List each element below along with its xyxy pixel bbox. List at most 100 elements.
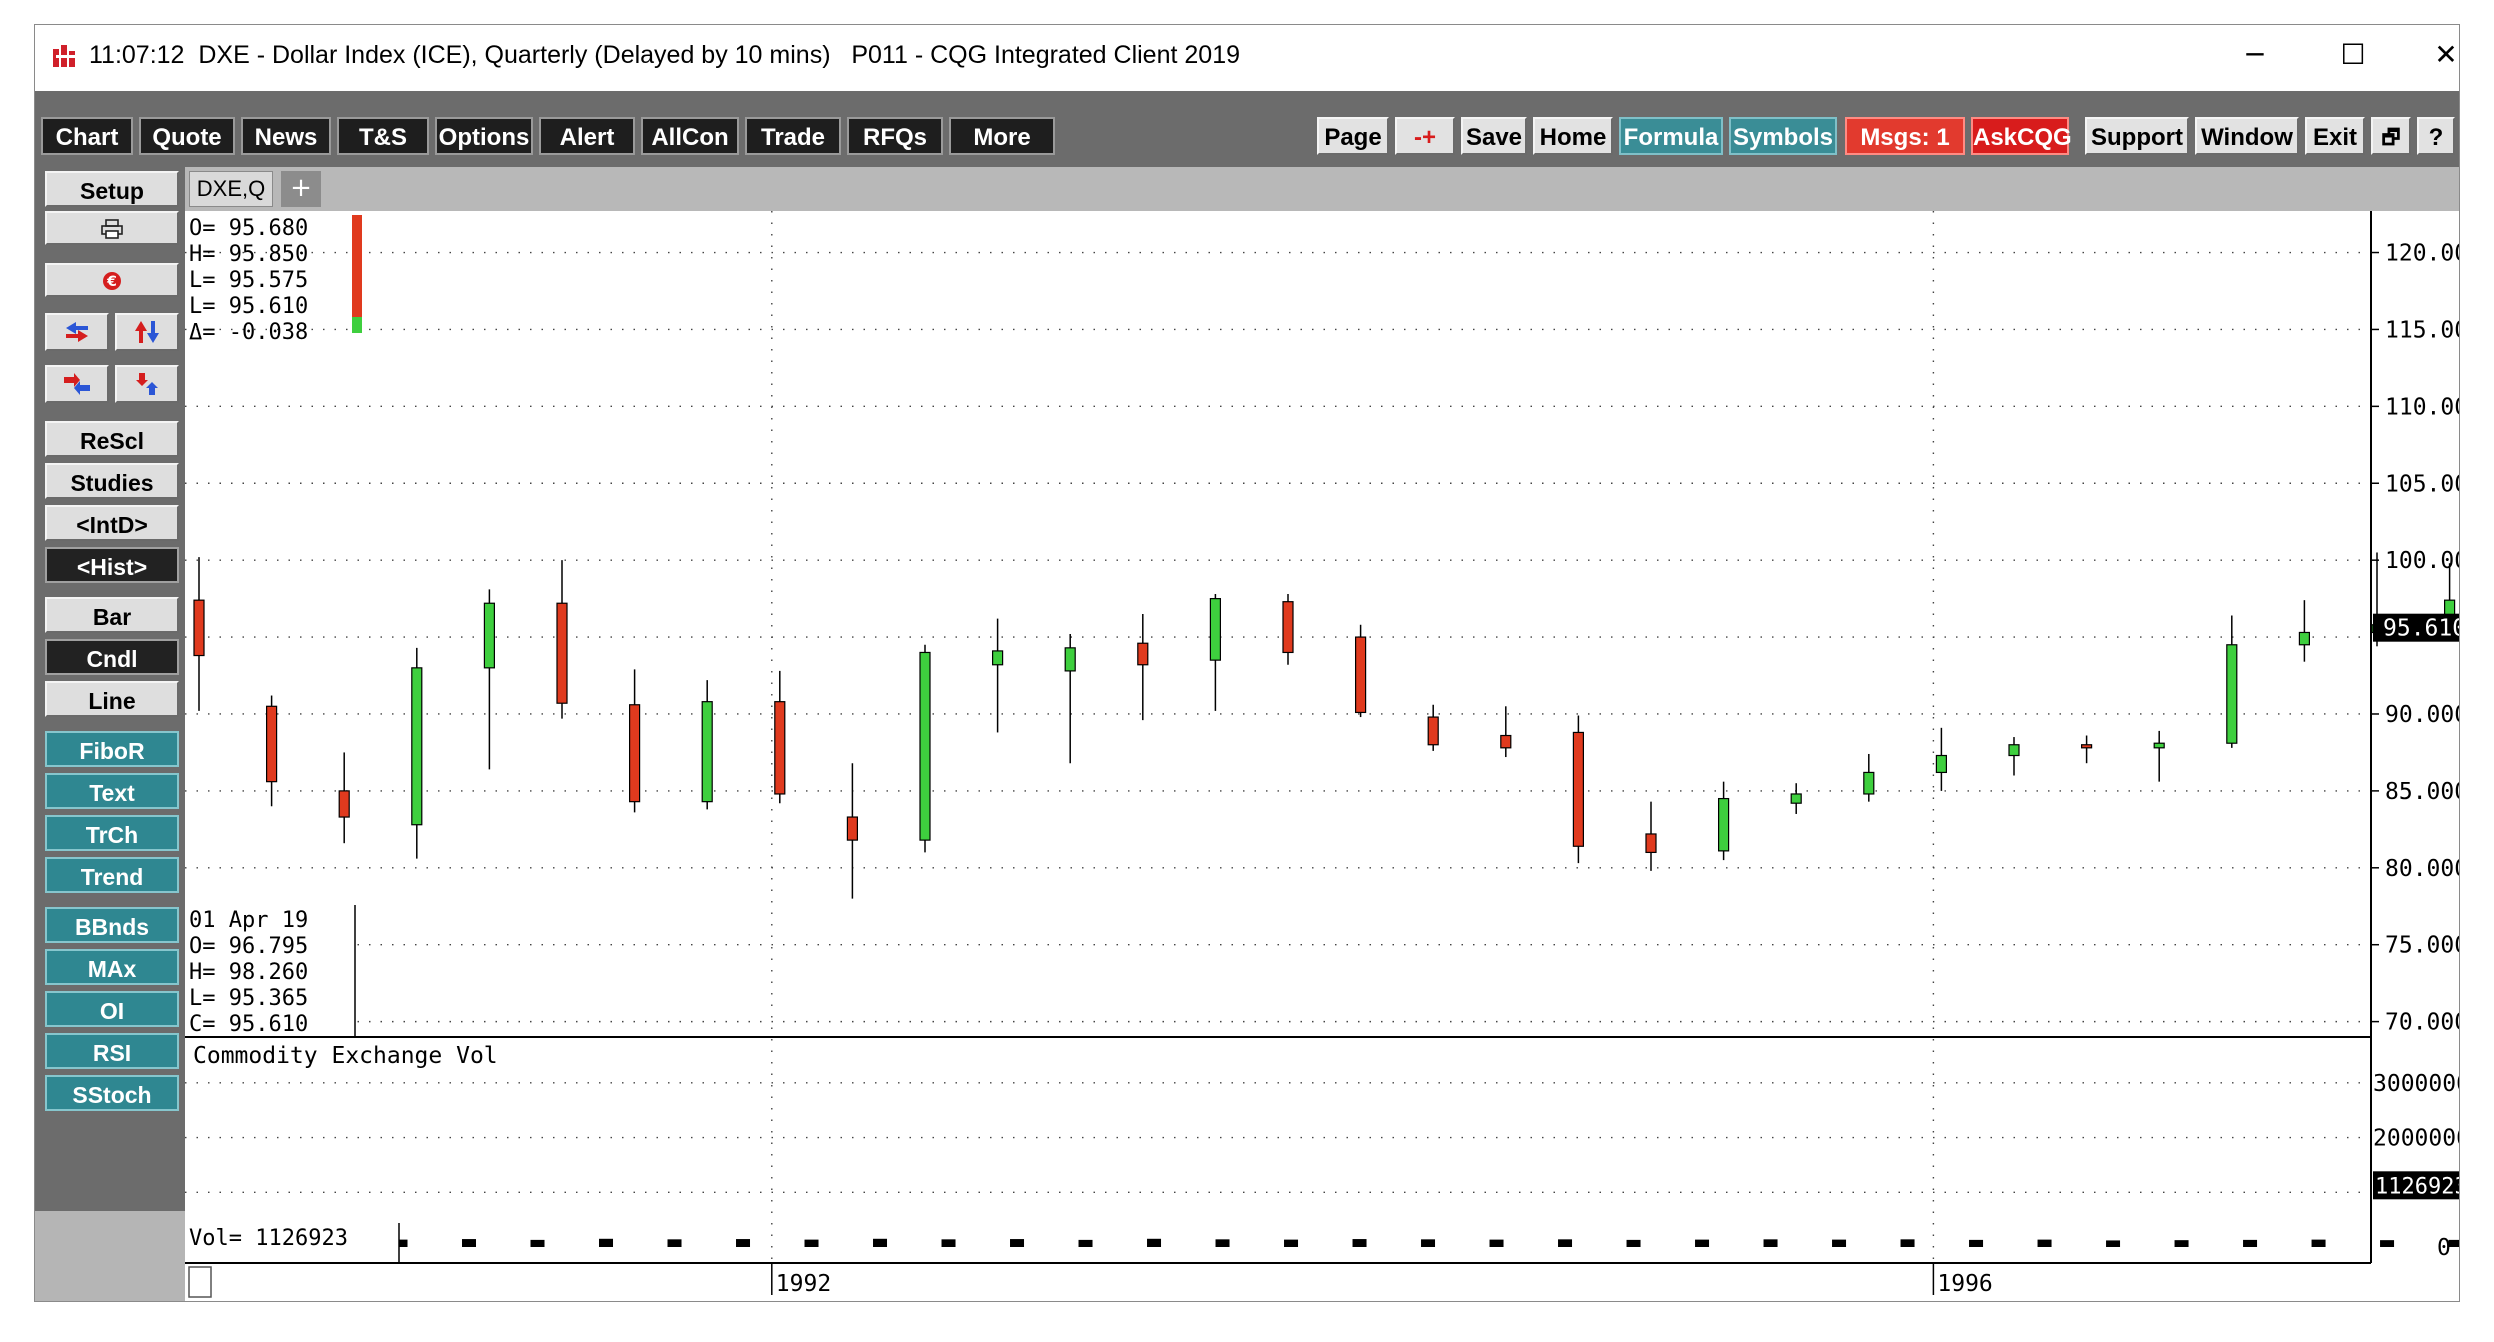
- rfqs-button[interactable]: RFQs: [847, 117, 943, 155]
- candle-body: [483, 602, 495, 669]
- text-tool-button[interactable]: Text: [45, 773, 179, 809]
- compress-vertical-arrows-icon: [136, 373, 158, 395]
- candle-body: [1137, 642, 1149, 666]
- historical-button[interactable]: <Hist>: [45, 547, 179, 583]
- bar-chart-button[interactable]: Bar: [45, 597, 179, 633]
- window-title: 11:07:12 DXE - Dollar Index (ICE), Quart…: [89, 41, 1241, 69]
- candlestick-series: [193, 552, 2456, 899]
- candle-body: [2298, 631, 2310, 646]
- askcqg-button[interactable]: AskCQG: [1971, 117, 2072, 155]
- scroll-horizontal-button[interactable]: [45, 313, 109, 351]
- volume-bar: [2243, 1239, 2258, 1247]
- trade-button[interactable]: Trade: [745, 117, 841, 155]
- candle-body: [629, 704, 641, 803]
- moving-average-button[interactable]: MAx: [45, 949, 179, 985]
- cursor-close: C= 95.610: [189, 1012, 308, 1037]
- volume-bar: [1352, 1239, 1367, 1247]
- trend-channel-button[interactable]: TrCh: [45, 815, 179, 851]
- volume-bar: [2448, 1239, 2459, 1247]
- print-button[interactable]: [45, 211, 179, 245]
- cursor-bar-info: 01 Apr 19 O= 96.795 H= 98.260 L= 95.365 …: [185, 905, 356, 1037]
- compress-vertical-button[interactable]: [115, 365, 179, 403]
- fibonacci-retracement-button[interactable]: FiboR: [45, 731, 179, 767]
- alert-button[interactable]: Alert: [539, 117, 635, 155]
- candlestick-button[interactable]: Cndl: [45, 639, 179, 675]
- volume-tick-label: 0: [2437, 1235, 2451, 1261]
- quote-button[interactable]: Quote: [139, 117, 235, 155]
- volume-bar: [1215, 1239, 1230, 1247]
- save-button[interactable]: Save: [1461, 117, 1527, 155]
- restore-window-button[interactable]: 🗗: [2371, 117, 2411, 155]
- rsi-button[interactable]: RSI: [45, 1033, 179, 1069]
- volume-bar: [1832, 1239, 1847, 1247]
- symbols-button[interactable]: Symbols: [1729, 117, 1837, 155]
- app-window: 11:07:12 DXE - Dollar Index (ICE), Quart…: [34, 24, 2460, 1302]
- last-price-tag: [2373, 613, 2459, 642]
- studies-button[interactable]: Studies: [45, 463, 179, 499]
- time-scroll-box[interactable]: [188, 1266, 212, 1298]
- last-change: Δ= -0.038: [189, 320, 308, 345]
- setup-button[interactable]: Setup: [45, 171, 179, 207]
- page-button[interactable]: Page: [1317, 117, 1389, 155]
- slow-stochastic-button[interactable]: SStoch: [45, 1075, 179, 1111]
- allcon-button[interactable]: AllCon: [641, 117, 739, 155]
- volume-value: Vol= 1126923: [189, 1226, 348, 1251]
- ts-button[interactable]: T&S: [337, 117, 429, 155]
- line-chart-button[interactable]: Line: [45, 681, 179, 717]
- help-button[interactable]: ?: [2417, 117, 2455, 155]
- plus-minus-button[interactable]: -+: [1395, 117, 1455, 155]
- trend-line-button[interactable]: Trend: [45, 857, 179, 893]
- minimize-button[interactable]: ─: [2246, 38, 2264, 71]
- last-close: L= 95.610: [189, 294, 308, 319]
- volume-bar: [804, 1239, 819, 1247]
- main-toolbar: Chart Quote News T&S Options Alert AllCo…: [35, 91, 2459, 167]
- cursor-info-bg: [185, 905, 355, 1035]
- volume-bar: [1147, 1238, 1162, 1247]
- candle-body: [2008, 744, 2020, 757]
- candle-body: [556, 602, 568, 704]
- close-button[interactable]: ✕: [2434, 38, 2458, 71]
- support-button[interactable]: Support: [2085, 117, 2189, 155]
- more-button[interactable]: More: [949, 117, 1055, 155]
- price-chart[interactable]: 120.000 115.000 110.000 105.000 100.000 90.00…: [185, 211, 2459, 1301]
- volume-bar: [1626, 1239, 1641, 1247]
- price-tick-label: 90.000: [2385, 702, 2459, 728]
- candle-body: [265, 705, 278, 783]
- compress-horizontal-button[interactable]: [45, 365, 109, 403]
- news-button[interactable]: News: [241, 117, 331, 155]
- home-button[interactable]: Home: [1533, 117, 1613, 155]
- intraday-button[interactable]: <IntD>: [45, 505, 179, 541]
- msgs-button[interactable]: Msgs: 1: [1845, 117, 1965, 155]
- open-interest-button[interactable]: OI: [45, 991, 179, 1027]
- maximize-button[interactable]: ☐: [2340, 38, 2366, 71]
- currency-button[interactable]: €: [45, 263, 179, 297]
- candle-body: [919, 651, 931, 841]
- options-button[interactable]: Options: [435, 117, 533, 155]
- chart-button[interactable]: Chart: [41, 117, 133, 155]
- last-bar-swatch-green: [352, 317, 362, 333]
- bollinger-bands-button[interactable]: BBnds: [45, 907, 179, 943]
- price-axis: 120.000 115.000 110.000 105.000 100.000 90.00…: [2371, 241, 2459, 1036]
- scroll-vertical-button[interactable]: [115, 313, 179, 351]
- window-button[interactable]: Window: [2195, 117, 2299, 155]
- candle-body: [2080, 744, 2093, 749]
- candle-body: [1572, 731, 1585, 847]
- candle-body: [1717, 797, 1730, 852]
- candle-body: [1935, 754, 1948, 774]
- candle-body: [1863, 771, 1875, 795]
- candle-body: [774, 701, 786, 795]
- volume-bar: [873, 1238, 888, 1247]
- add-tab-button[interactable]: +: [281, 171, 321, 207]
- tab-dxe-q[interactable]: DXE,Q: [189, 171, 273, 207]
- left-sidebar: Setup €: [35, 167, 185, 1301]
- candle-body: [1790, 793, 1802, 804]
- formula-button[interactable]: Formula: [1619, 117, 1723, 155]
- title-bar: 11:07:12 DXE - Dollar Index (ICE), Quart…: [35, 25, 2459, 91]
- last-low: L= 95.575: [189, 268, 308, 293]
- exit-button[interactable]: Exit: [2305, 117, 2365, 155]
- last-price-label: 95.610: [2383, 616, 2459, 642]
- cursor-open: O= 96.795: [189, 934, 308, 959]
- volume-bar: [1284, 1239, 1299, 1247]
- rescale-button[interactable]: ReScl: [45, 421, 179, 457]
